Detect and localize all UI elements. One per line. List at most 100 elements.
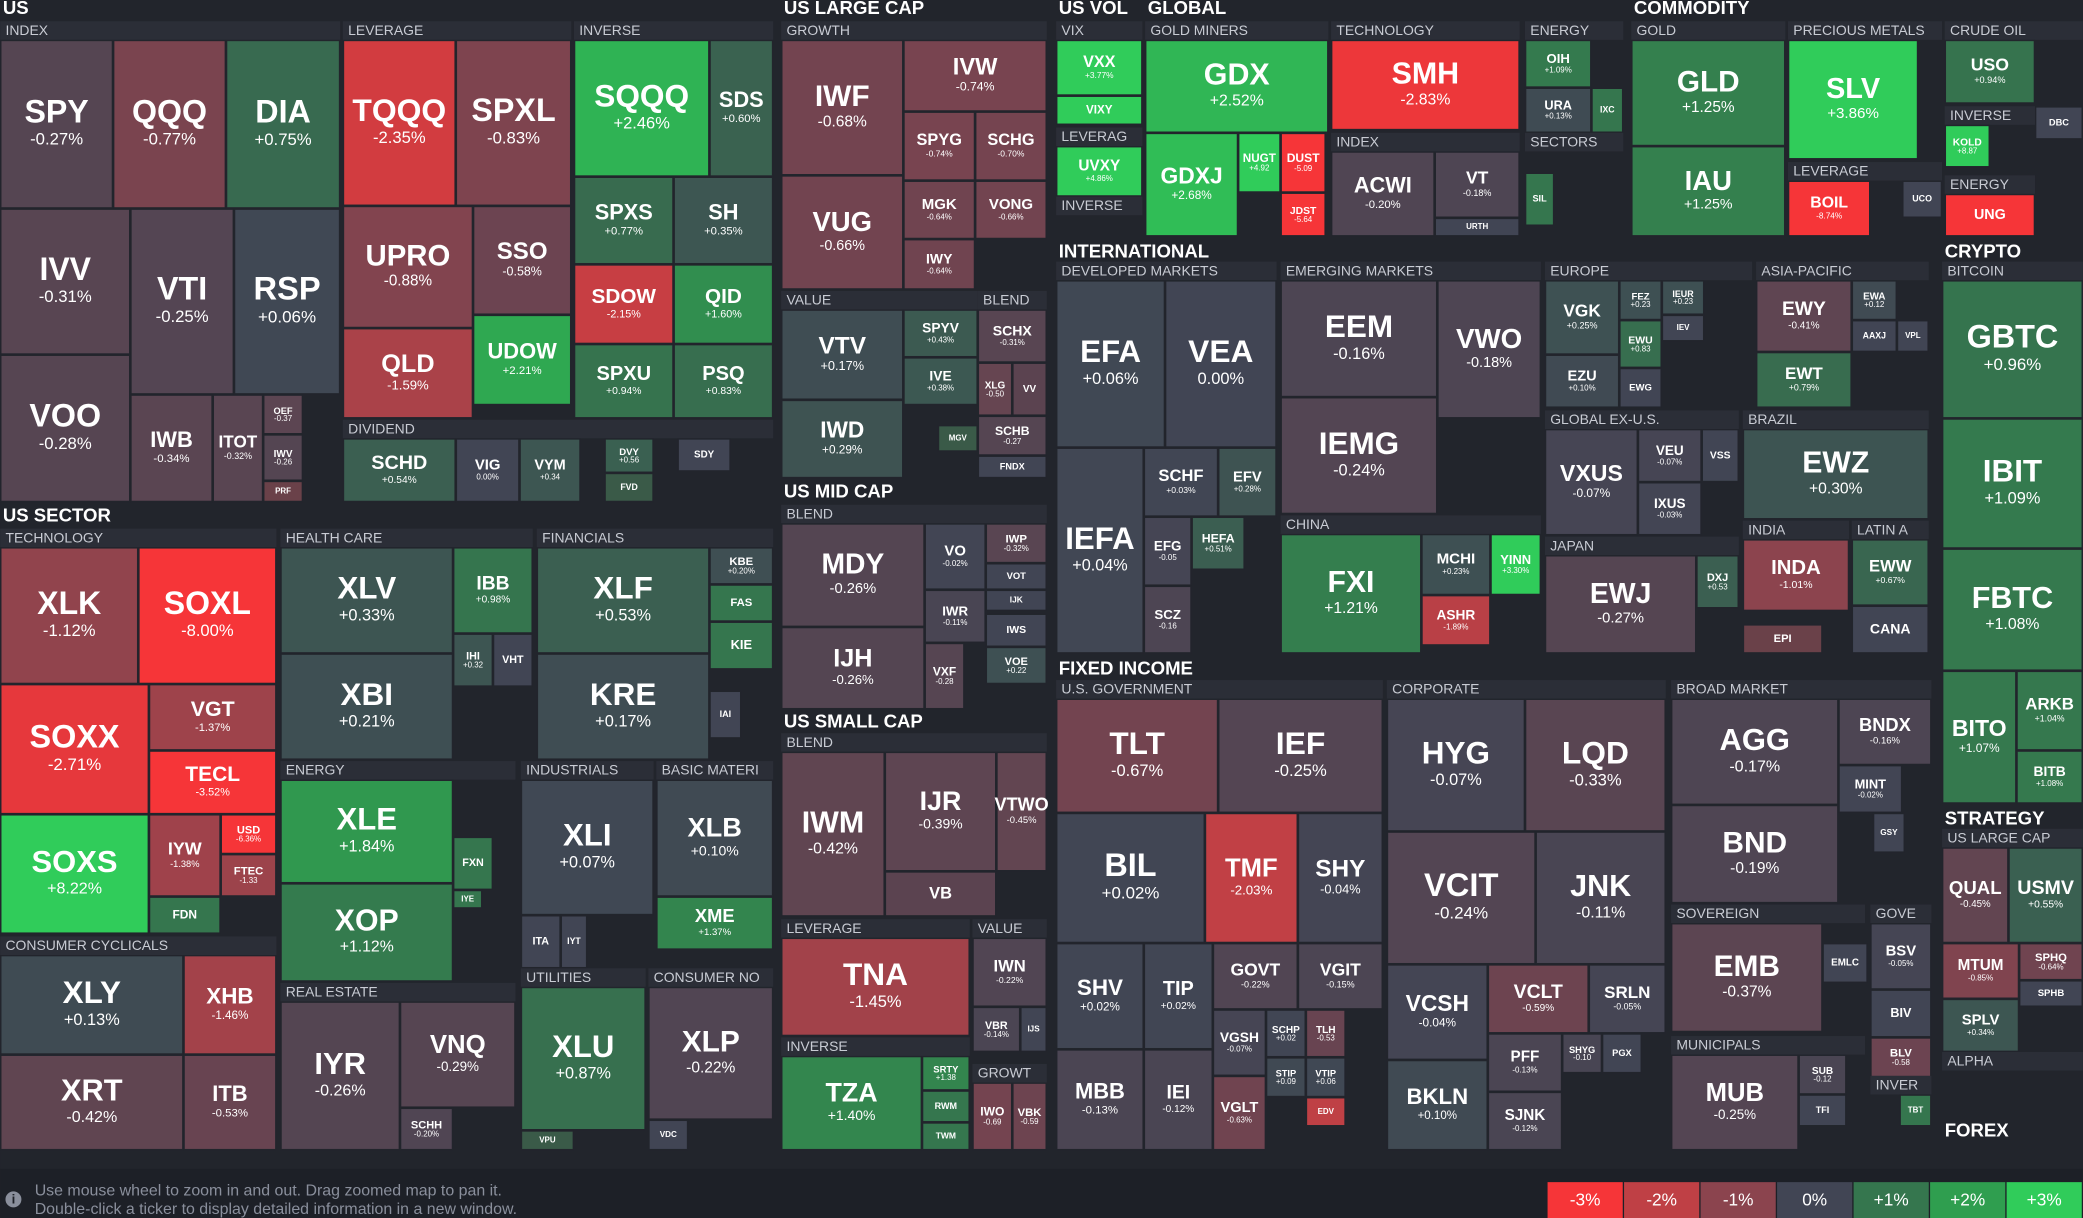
tile[interactable] bbox=[220, 854, 277, 897]
ticker[interactable]: VCIT bbox=[1424, 866, 1498, 903]
tile[interactable] bbox=[1942, 847, 2009, 944]
ticker[interactable]: SCHP bbox=[1272, 1025, 1300, 1036]
tile[interactable] bbox=[455, 438, 520, 503]
ticker[interactable]: NUGT bbox=[1243, 152, 1276, 165]
ticker[interactable]: KRE bbox=[590, 677, 656, 712]
ticker[interactable]: VXUS bbox=[1560, 460, 1623, 486]
ticker[interactable]: VTWO bbox=[995, 795, 1049, 815]
ticker[interactable]: GSY bbox=[1880, 828, 1898, 837]
tile[interactable] bbox=[492, 633, 533, 687]
tile[interactable] bbox=[1280, 533, 1422, 654]
tile[interactable] bbox=[1490, 533, 1541, 596]
ticker[interactable]: VGIT bbox=[1320, 959, 1361, 979]
tile[interactable] bbox=[903, 309, 978, 358]
tile[interactable] bbox=[1942, 998, 2020, 1052]
ticker[interactable]: GDX bbox=[1204, 58, 1271, 92]
tile[interactable] bbox=[1204, 812, 1298, 944]
tile[interactable] bbox=[1671, 804, 1839, 904]
ticker[interactable]: SQQQ bbox=[594, 77, 689, 113]
ticker[interactable]: EWJ bbox=[1590, 578, 1652, 610]
tile[interactable] bbox=[473, 314, 572, 406]
tile[interactable] bbox=[1787, 180, 1871, 237]
tile[interactable] bbox=[985, 523, 1047, 564]
tile[interactable] bbox=[1143, 447, 1219, 517]
tile[interactable] bbox=[1742, 429, 1929, 520]
ticker[interactable]: KBE bbox=[729, 556, 753, 568]
ticker[interactable]: SRTY bbox=[933, 1064, 959, 1075]
tile[interactable] bbox=[2016, 670, 2083, 751]
tile[interactable] bbox=[1305, 1097, 1346, 1127]
tile[interactable] bbox=[1331, 151, 1435, 237]
ticker[interactable]: VIG bbox=[475, 457, 501, 473]
ticker[interactable]: IWB bbox=[150, 427, 193, 452]
tile[interactable] bbox=[1212, 1075, 1266, 1151]
ticker[interactable]: BSV bbox=[1886, 944, 1917, 960]
tile[interactable] bbox=[573, 39, 710, 177]
tile[interactable] bbox=[1165, 280, 1277, 448]
tile[interactable] bbox=[1902, 180, 1943, 218]
ticker[interactable]: XLU bbox=[552, 1029, 614, 1064]
ticker[interactable]: VXF bbox=[933, 664, 956, 678]
ticker[interactable]: XLI bbox=[563, 818, 612, 853]
tile[interactable] bbox=[1637, 482, 1702, 536]
ticker[interactable]: BITB bbox=[2034, 763, 2066, 779]
ticker[interactable]: VYM bbox=[534, 457, 565, 473]
ticker[interactable]: KIE bbox=[731, 637, 753, 652]
tile[interactable] bbox=[1742, 539, 1850, 611]
ticker[interactable]: GBTC bbox=[1967, 319, 2059, 355]
ticker[interactable]: ITA bbox=[532, 936, 549, 948]
tile[interactable] bbox=[138, 547, 277, 685]
ticker[interactable]: IWD bbox=[820, 417, 864, 443]
tile[interactable] bbox=[996, 751, 1047, 872]
ticker[interactable]: VOO bbox=[29, 398, 101, 434]
tile[interactable] bbox=[1851, 539, 1929, 606]
tile[interactable] bbox=[781, 39, 904, 176]
ticker[interactable]: DXJ bbox=[1707, 572, 1728, 584]
tile[interactable] bbox=[1591, 87, 1624, 133]
tile[interactable] bbox=[781, 751, 885, 917]
ticker[interactable]: UDOW bbox=[487, 339, 557, 364]
tile[interactable] bbox=[1056, 943, 1144, 1050]
tile[interactable] bbox=[1265, 1009, 1306, 1058]
tile[interactable] bbox=[1942, 418, 2083, 549]
ticker[interactable]: SPYG bbox=[917, 131, 962, 149]
ticker[interactable]: GLD bbox=[1677, 65, 1740, 98]
ticker[interactable]: AAXJ bbox=[1863, 330, 1886, 340]
tile[interactable] bbox=[1851, 605, 1929, 654]
tile[interactable] bbox=[656, 779, 774, 897]
ticker[interactable]: IWR bbox=[942, 604, 968, 619]
tile[interactable] bbox=[1524, 87, 1592, 133]
tile[interactable] bbox=[573, 264, 674, 345]
tile[interactable] bbox=[225, 39, 341, 209]
ticker[interactable]: URTH bbox=[1466, 222, 1488, 231]
ticker[interactable]: JNK bbox=[1570, 869, 1631, 903]
ticker[interactable]: GDXJ bbox=[1161, 162, 1223, 188]
ticker[interactable]: VO bbox=[944, 544, 965, 560]
tile[interactable] bbox=[2019, 943, 2083, 981]
tile[interactable] bbox=[1870, 923, 1932, 990]
tile[interactable] bbox=[1056, 812, 1205, 944]
tile[interactable] bbox=[1056, 280, 1166, 448]
tile[interactable] bbox=[0, 354, 131, 503]
ticker[interactable]: XBI bbox=[341, 677, 393, 712]
ticker[interactable]: CANA bbox=[1870, 620, 1911, 636]
ticker[interactable]: VGK bbox=[1563, 300, 1601, 320]
ticker[interactable]: EEM bbox=[1325, 309, 1393, 344]
tile[interactable] bbox=[1742, 624, 1823, 654]
tile[interactable] bbox=[648, 986, 774, 1120]
ticker[interactable]: XLK bbox=[37, 585, 101, 621]
ticker[interactable]: IJH bbox=[833, 645, 872, 673]
ticker[interactable]: IBB bbox=[476, 573, 509, 594]
ticker[interactable]: TBT bbox=[1908, 1106, 1924, 1115]
ticker[interactable]: EMB bbox=[1714, 950, 1780, 983]
ticker[interactable]: VT bbox=[1466, 168, 1489, 188]
tile[interactable] bbox=[781, 937, 970, 1037]
ticker[interactable]: UNG bbox=[1974, 207, 2006, 223]
tile[interactable] bbox=[0, 1054, 184, 1151]
ticker[interactable]: IWS bbox=[1006, 625, 1026, 636]
ticker[interactable]: IVW bbox=[953, 54, 998, 80]
tile[interactable] bbox=[1671, 698, 1839, 805]
tile[interactable] bbox=[903, 357, 978, 406]
tile[interactable] bbox=[985, 613, 1047, 647]
tile[interactable] bbox=[781, 1055, 922, 1151]
